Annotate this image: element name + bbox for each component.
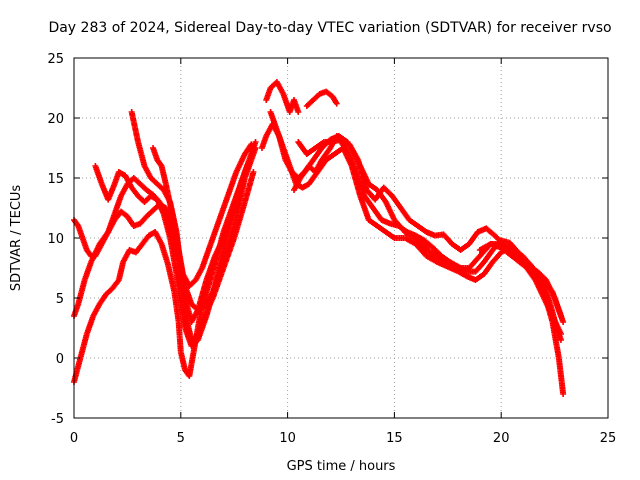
x-axis-label: GPS time / hours (287, 459, 396, 474)
y-axis-label: SDTVAR / TECUs (9, 185, 24, 292)
data-point (250, 169, 257, 175)
data-point (560, 391, 567, 397)
data-point (560, 319, 567, 325)
data-point (558, 313, 565, 319)
y-tick-label: 15 (47, 172, 64, 187)
data-point (440, 261, 447, 268)
series-arc-13 (402, 229, 447, 268)
data-point (333, 100, 340, 107)
x-tick-label: 20 (493, 431, 510, 446)
series-arc-4 (92, 163, 251, 349)
x-tick-label: 0 (70, 431, 78, 446)
x-tick-label: 5 (177, 431, 185, 446)
series-arc-12 (303, 88, 340, 109)
x-tick-label: 15 (386, 431, 403, 446)
series-arc-7 (263, 79, 302, 115)
axes: 0 5 10 15 20 25 -5 0 5 10 15 20 25 (47, 52, 616, 446)
chart-title: Day 283 of 2024, Sidereal Day-to-day VTE… (48, 20, 611, 36)
data-point (252, 139, 259, 145)
y-tick-label: 0 (56, 352, 64, 367)
y-tick-label: 25 (47, 52, 64, 67)
series-arc-6 (150, 141, 255, 289)
data-point (239, 181, 246, 187)
plot-area (71, 79, 567, 397)
y-tick-label: -5 (51, 412, 64, 427)
series-arc-10 (267, 109, 565, 337)
data-point (244, 163, 251, 169)
series-arc-14 (476, 241, 565, 319)
grid (74, 58, 608, 418)
data-point (558, 337, 565, 343)
y-tick-label: 20 (47, 112, 64, 127)
data-point (295, 109, 302, 115)
data-point (558, 331, 565, 337)
data-point (248, 141, 255, 148)
x-tick-label: 10 (279, 431, 296, 446)
y-tick-label: 5 (56, 292, 64, 307)
series-arc-11 (295, 136, 567, 325)
x-tick-label: 25 (600, 431, 617, 446)
y-tick-label: 10 (47, 232, 64, 247)
